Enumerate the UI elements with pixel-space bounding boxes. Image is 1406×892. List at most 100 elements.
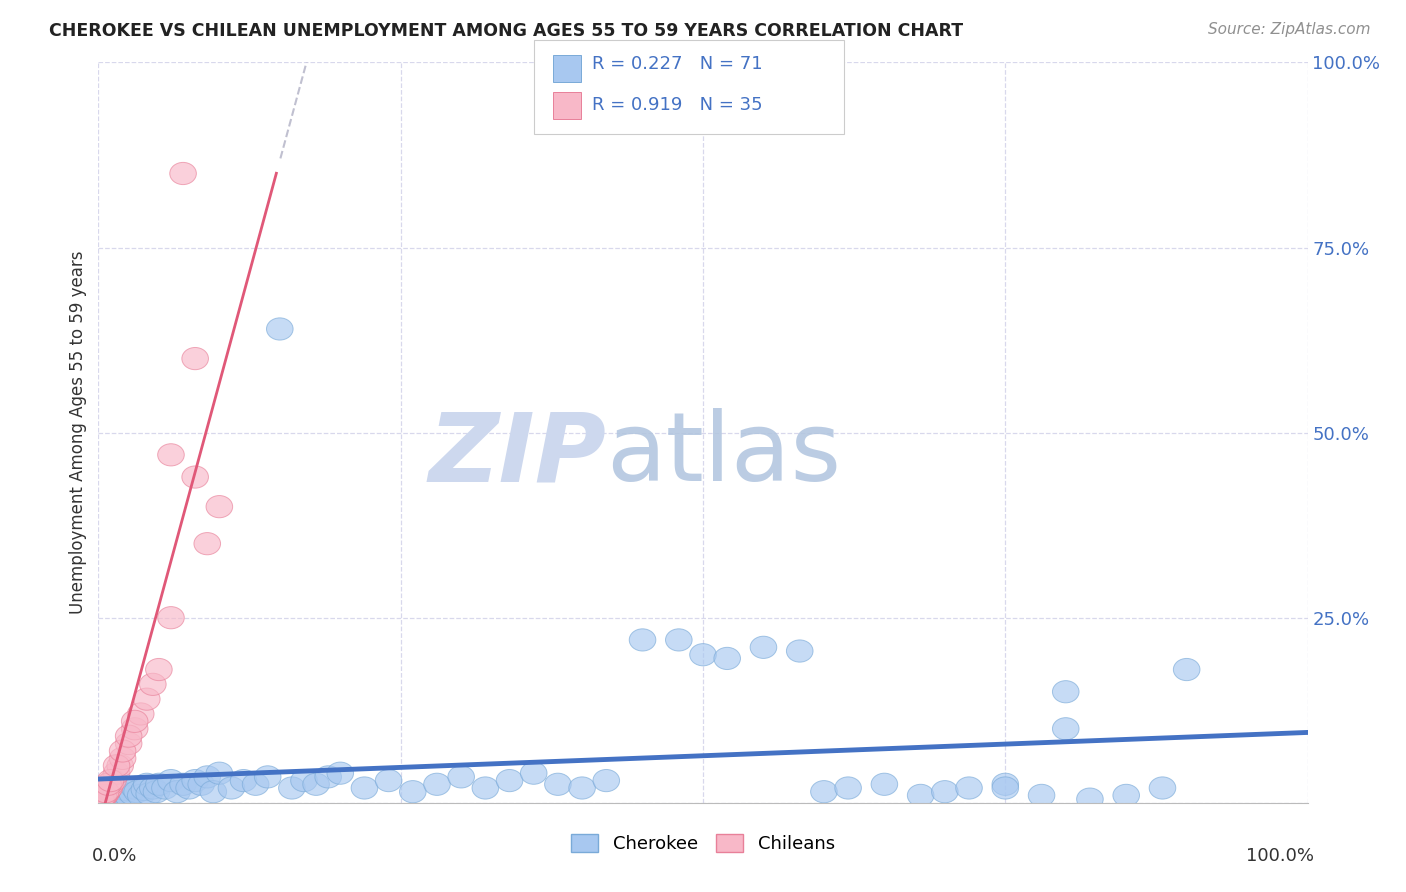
- Ellipse shape: [170, 773, 197, 796]
- Ellipse shape: [593, 770, 620, 792]
- Ellipse shape: [91, 788, 118, 810]
- Ellipse shape: [399, 780, 426, 803]
- Ellipse shape: [139, 777, 166, 799]
- Ellipse shape: [157, 770, 184, 792]
- Ellipse shape: [134, 688, 160, 710]
- Ellipse shape: [87, 788, 114, 810]
- Ellipse shape: [207, 762, 232, 784]
- Ellipse shape: [97, 784, 124, 806]
- Ellipse shape: [136, 783, 163, 805]
- Ellipse shape: [94, 779, 121, 801]
- Ellipse shape: [1028, 784, 1054, 806]
- Ellipse shape: [1053, 681, 1078, 703]
- Ellipse shape: [231, 770, 257, 792]
- Ellipse shape: [218, 777, 245, 799]
- Ellipse shape: [200, 780, 226, 803]
- Ellipse shape: [472, 777, 499, 799]
- Ellipse shape: [751, 636, 776, 658]
- Ellipse shape: [956, 777, 983, 799]
- Ellipse shape: [569, 777, 595, 799]
- Ellipse shape: [1114, 784, 1139, 806]
- Ellipse shape: [630, 629, 655, 651]
- Ellipse shape: [103, 755, 129, 777]
- Ellipse shape: [107, 780, 134, 803]
- Ellipse shape: [131, 779, 157, 801]
- Ellipse shape: [157, 607, 184, 629]
- Text: 0.0%: 0.0%: [93, 847, 138, 865]
- Ellipse shape: [835, 777, 862, 799]
- Ellipse shape: [665, 629, 692, 651]
- Ellipse shape: [714, 648, 741, 670]
- Ellipse shape: [315, 765, 342, 788]
- Ellipse shape: [93, 780, 120, 803]
- Ellipse shape: [157, 443, 184, 466]
- Ellipse shape: [103, 762, 129, 784]
- Ellipse shape: [194, 533, 221, 555]
- Ellipse shape: [690, 644, 716, 665]
- Ellipse shape: [115, 725, 142, 747]
- Ellipse shape: [103, 788, 129, 809]
- Ellipse shape: [181, 466, 208, 488]
- Ellipse shape: [143, 780, 170, 803]
- Text: 100.0%: 100.0%: [1246, 847, 1313, 865]
- Ellipse shape: [97, 773, 124, 796]
- Ellipse shape: [128, 784, 155, 806]
- Ellipse shape: [121, 777, 148, 799]
- Ellipse shape: [115, 732, 142, 755]
- Ellipse shape: [267, 318, 292, 340]
- Ellipse shape: [291, 770, 318, 792]
- Ellipse shape: [96, 777, 122, 799]
- Ellipse shape: [115, 786, 142, 808]
- Ellipse shape: [1174, 658, 1199, 681]
- Text: CHEROKEE VS CHILEAN UNEMPLOYMENT AMONG AGES 55 TO 59 YEARS CORRELATION CHART: CHEROKEE VS CHILEAN UNEMPLOYMENT AMONG A…: [49, 22, 963, 40]
- Ellipse shape: [1149, 777, 1175, 799]
- Ellipse shape: [1053, 718, 1078, 739]
- Ellipse shape: [97, 770, 124, 792]
- Ellipse shape: [993, 773, 1018, 796]
- Ellipse shape: [94, 780, 120, 803]
- Ellipse shape: [544, 773, 571, 796]
- Ellipse shape: [423, 773, 450, 796]
- Ellipse shape: [278, 777, 305, 799]
- Ellipse shape: [907, 784, 934, 806]
- Ellipse shape: [107, 755, 134, 777]
- Ellipse shape: [94, 786, 121, 808]
- Ellipse shape: [93, 783, 120, 805]
- Ellipse shape: [449, 765, 474, 788]
- Ellipse shape: [811, 780, 837, 803]
- Ellipse shape: [110, 747, 136, 770]
- Ellipse shape: [89, 788, 115, 810]
- Ellipse shape: [302, 773, 329, 796]
- Ellipse shape: [121, 718, 148, 739]
- Ellipse shape: [124, 780, 150, 803]
- Ellipse shape: [181, 770, 208, 792]
- Ellipse shape: [993, 777, 1018, 799]
- Ellipse shape: [872, 773, 897, 796]
- Ellipse shape: [207, 496, 232, 517]
- Ellipse shape: [188, 773, 215, 796]
- Ellipse shape: [90, 786, 117, 808]
- Ellipse shape: [146, 658, 172, 681]
- Ellipse shape: [134, 773, 160, 796]
- Ellipse shape: [352, 777, 378, 799]
- Legend: Cherokee, Chileans: Cherokee, Chileans: [564, 827, 842, 861]
- Ellipse shape: [94, 773, 121, 796]
- Ellipse shape: [1077, 788, 1104, 810]
- Ellipse shape: [163, 780, 190, 803]
- Ellipse shape: [152, 777, 179, 799]
- Ellipse shape: [254, 765, 281, 788]
- Ellipse shape: [120, 783, 146, 805]
- Ellipse shape: [520, 762, 547, 784]
- Ellipse shape: [111, 779, 138, 801]
- Ellipse shape: [181, 348, 208, 369]
- Ellipse shape: [932, 780, 957, 803]
- Text: R = 0.227   N = 71: R = 0.227 N = 71: [592, 55, 762, 73]
- Ellipse shape: [786, 640, 813, 662]
- Text: atlas: atlas: [606, 409, 841, 501]
- Ellipse shape: [110, 739, 136, 762]
- Ellipse shape: [328, 762, 353, 784]
- Ellipse shape: [194, 765, 221, 788]
- Text: Source: ZipAtlas.com: Source: ZipAtlas.com: [1208, 22, 1371, 37]
- Ellipse shape: [121, 710, 148, 732]
- Ellipse shape: [170, 162, 197, 185]
